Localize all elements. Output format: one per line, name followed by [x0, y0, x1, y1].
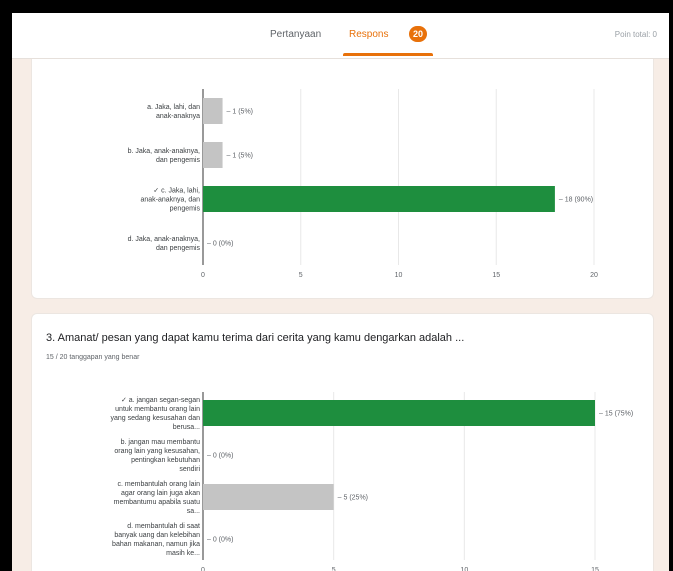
x-tick-label: 20: [590, 272, 598, 279]
category-label: d. membantulah di saat banyak uang dan ke…: [112, 523, 200, 557]
bar-value-label: – 15 (75%): [599, 411, 633, 418]
category-label: b. jangan mau membantu orang lain yang ke…: [114, 439, 200, 473]
correct-responses-count: 15 / 20 tanggapan yang benar: [46, 354, 140, 361]
category-label: d. Jaka, anak-anaknya, dan pengemis: [128, 236, 201, 252]
x-tick-label: 10: [460, 567, 468, 571]
x-tick-label: 0: [201, 272, 205, 279]
question-title: 3. Amanat/ pesan yang dapat kamu terima …: [46, 332, 465, 344]
tab-questions[interactable]: Pertanyaan: [270, 29, 322, 40]
x-tick-label: 0: [201, 567, 205, 571]
bar-value-label: – 0 (0%): [207, 241, 233, 248]
category-label: a. Jaka, lahi, dan anak-anaknya: [147, 104, 200, 120]
category-label: ✓ c. Jaka, lahi, anak-anaknya, dan pengemi…: [140, 188, 200, 213]
form-responses-window: Pertanyaan Respons 20 Poin total: 0 0 5 10…: [12, 13, 669, 571]
x-tick-label: 15: [492, 272, 500, 279]
x-tick-label: 15: [591, 567, 599, 571]
total-points: Poin total: 0: [614, 30, 657, 39]
x-tick-label: 10: [395, 272, 403, 279]
bar-value-label: – 0 (0%): [207, 453, 233, 460]
chart-question-2: 0 5 10 15 20 a. Jaka, lahi, dan anak-anaknya – …: [128, 89, 598, 279]
bar[interactable]: [203, 400, 595, 426]
x-tick-label: 5: [299, 272, 303, 279]
bar-value-label: – 1 (5%): [227, 109, 253, 116]
active-tab-indicator: [343, 53, 433, 56]
x-tick-label: 5: [332, 567, 336, 571]
category-label: c. membantulah orang lain agar orang lain…: [114, 481, 200, 515]
bar[interactable]: [203, 484, 334, 510]
bar-value-label: – 0 (0%): [207, 537, 233, 544]
category-label: ✓ a. jangan segan-segan untuk membantu or…: [110, 397, 200, 431]
bar[interactable]: [203, 98, 223, 124]
bar-value-label: – 5 (25%): [338, 495, 368, 502]
category-label: b. Jaka, anak-anaknya, dan pengemis: [128, 148, 201, 164]
bar[interactable]: [203, 142, 223, 168]
response-count-badge: 20: [409, 26, 427, 42]
question-card-2: 0 5 10 15 20 a. Jaka, lahi, dan anak-anaknya – …: [31, 59, 654, 299]
tab-responses[interactable]: Respons: [349, 29, 389, 40]
bar-value-label: – 18 (90%): [559, 197, 593, 204]
question-card-3: 3. Amanat/ pesan yang dapat kamu terima …: [31, 313, 654, 571]
chart-question-3: 0 5 10 15 ✓ a. jangan segan-segan untuk memba…: [110, 392, 633, 571]
top-tab-bar: Pertanyaan Respons 20 Poin total: 0: [12, 13, 669, 59]
bar-value-label: – 1 (5%): [227, 153, 253, 160]
bar[interactable]: [203, 186, 555, 212]
